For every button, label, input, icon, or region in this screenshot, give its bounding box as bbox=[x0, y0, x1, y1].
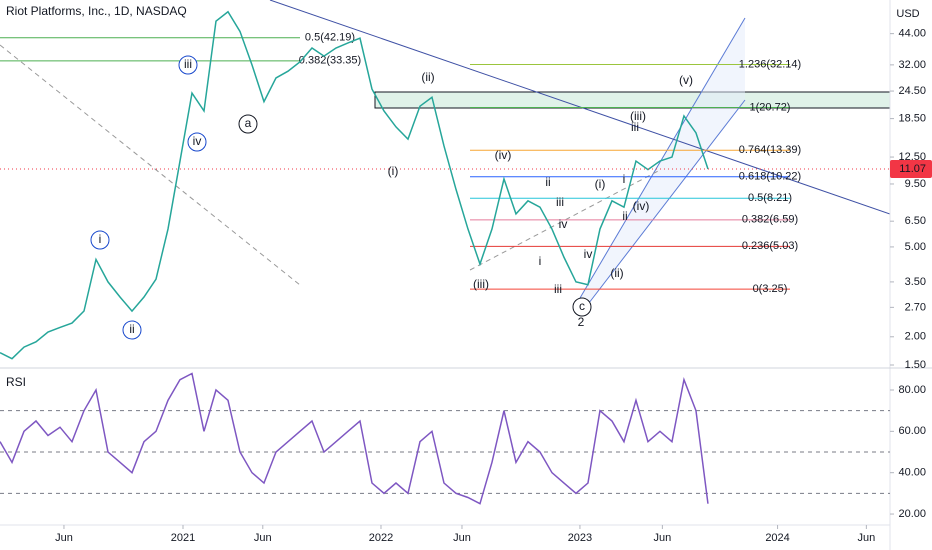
wave-label: iv bbox=[559, 217, 568, 231]
wave-label: iii bbox=[554, 282, 562, 296]
wave-circle bbox=[90, 230, 110, 250]
channel-fill bbox=[580, 18, 745, 312]
channel-line bbox=[581, 99, 746, 313]
fib-label: 0.382(6.59) bbox=[742, 214, 798, 226]
pane-title: RSI bbox=[6, 375, 26, 389]
wave-label: (v) bbox=[679, 73, 693, 87]
y-tick-label: 5.00 bbox=[905, 241, 926, 253]
y-tick-label: 20.00 bbox=[898, 508, 926, 520]
x-tick-label: Jun bbox=[55, 532, 73, 544]
y-tick-label: 60.00 bbox=[898, 425, 926, 437]
wave-label: iii bbox=[631, 120, 639, 134]
fib-label: 1.236(32.14) bbox=[739, 58, 801, 70]
wave-circle bbox=[187, 132, 207, 152]
wave-circle bbox=[238, 114, 258, 134]
wave-label: i bbox=[623, 172, 626, 186]
price-tag-label: 11.07 bbox=[899, 163, 926, 175]
y-tick-label: 9.50 bbox=[905, 178, 926, 190]
fib-label: 0.5(42.19) bbox=[305, 32, 355, 44]
wave-label: 2 bbox=[578, 315, 585, 329]
y-tick-label: 18.50 bbox=[898, 113, 926, 125]
y-tick-label: 24.50 bbox=[898, 85, 926, 97]
series-line bbox=[0, 372, 709, 505]
wave-label: (iv) bbox=[495, 148, 512, 162]
y-tick-label: 32.00 bbox=[898, 59, 926, 71]
wave-label: (i) bbox=[595, 177, 606, 191]
fib-label: 0.236(5.03) bbox=[742, 240, 798, 252]
wave-label: (iii) bbox=[630, 109, 646, 123]
x-tick-label: Jun bbox=[453, 532, 471, 544]
zone-box bbox=[374, 91, 891, 109]
wave-label: iv bbox=[584, 247, 593, 261]
y-tick-label: 80.00 bbox=[898, 384, 926, 396]
wave-label: (ii) bbox=[421, 70, 434, 84]
currency: USD bbox=[896, 8, 919, 20]
x-tick-label: 2022 bbox=[369, 532, 393, 544]
x-tick-label: Jun bbox=[254, 532, 272, 544]
wave-circle bbox=[122, 320, 142, 340]
wave-label: (iii) bbox=[473, 277, 489, 291]
fib-label: 0(3.25) bbox=[753, 283, 788, 295]
wave-label: ii bbox=[545, 175, 550, 189]
fib-label: 1(20.72) bbox=[750, 101, 791, 113]
fib-label: 0.5(8.21) bbox=[748, 192, 792, 204]
series-line bbox=[0, 10, 709, 360]
wave-circle bbox=[178, 55, 198, 75]
y-tick-label: 44.00 bbox=[898, 28, 926, 40]
y-tick-label: 6.50 bbox=[905, 215, 926, 227]
wave-label: a bbox=[245, 116, 252, 130]
x-tick-label: Jun bbox=[857, 532, 875, 544]
wave-label: iii bbox=[184, 57, 192, 71]
y-tick-label: 12.50 bbox=[898, 151, 926, 163]
wave-label: c bbox=[579, 299, 585, 313]
price-tag bbox=[890, 159, 932, 178]
wave-label: iii bbox=[556, 195, 564, 209]
trend-line bbox=[0, 44, 301, 286]
wave-label: (ii) bbox=[610, 266, 623, 280]
fib-label: 0.382(33.35) bbox=[299, 55, 361, 67]
wave-circle bbox=[572, 297, 592, 317]
x-tick-label: Jun bbox=[653, 532, 671, 544]
wave-label: ii bbox=[129, 322, 134, 336]
y-tick-label: 3.50 bbox=[905, 276, 926, 288]
fib-label: 0.618(10.22) bbox=[739, 171, 801, 183]
y-tick-label: 2.00 bbox=[905, 331, 926, 343]
wave-label: iv bbox=[193, 134, 202, 148]
x-tick-label: 2021 bbox=[171, 532, 195, 544]
wave-label: ii bbox=[622, 209, 627, 223]
y-tick-label: 40.00 bbox=[898, 467, 926, 479]
wave-label: i bbox=[99, 232, 102, 246]
y-tick-label: 2.70 bbox=[905, 301, 926, 313]
x-tick-label: 2024 bbox=[765, 532, 789, 544]
y-tick-label: 1.50 bbox=[905, 359, 926, 371]
chart-title: Riot Platforms, Inc., 1D, NASDAQ bbox=[6, 4, 187, 18]
fib-label: 0.764(13.39) bbox=[739, 144, 801, 156]
wave-label: i bbox=[539, 254, 542, 268]
x-tick-label: 2023 bbox=[568, 532, 592, 544]
wave-label: (iv) bbox=[633, 199, 650, 213]
wave-label: (i) bbox=[388, 164, 399, 178]
